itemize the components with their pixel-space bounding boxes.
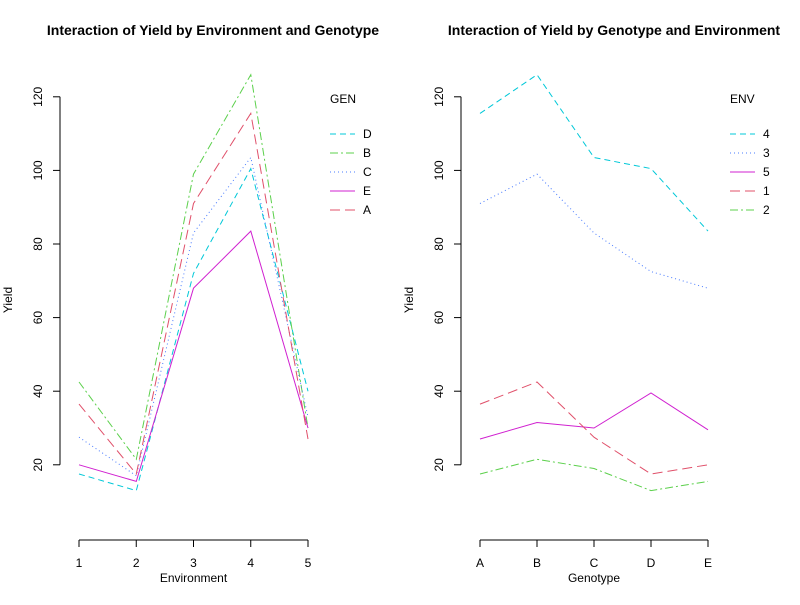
x-tick-label: C — [590, 556, 599, 570]
x-tick-label: 5 — [305, 556, 312, 570]
legend-label-2: 2 — [763, 203, 770, 217]
legend-label-C: C — [363, 165, 372, 179]
x-tick-label: 4 — [247, 556, 254, 570]
x-tick-label: D — [647, 556, 656, 570]
x-tick-label: E — [704, 556, 712, 570]
legend-label-A: A — [363, 203, 371, 217]
x-tick-label: 2 — [133, 556, 140, 570]
y-tick-label: 80 — [432, 237, 446, 251]
y-tick-label: 60 — [432, 311, 446, 325]
legend-label-D: D — [363, 127, 372, 141]
chart-title: Interaction of Yield by Genotype and Env… — [448, 22, 780, 38]
chart-panel-2: Interaction of Yield by Genotype and Env… — [402, 22, 780, 585]
x-axis-label: Environment — [160, 571, 228, 585]
legend-title: GEN — [330, 92, 356, 106]
x-tick-label: B — [533, 556, 541, 570]
y-axis-label: Yield — [402, 287, 416, 313]
series-line-B — [78, 73, 309, 461]
y-tick-label: 60 — [31, 311, 45, 325]
series-line-3 — [479, 173, 709, 289]
legend-label-B: B — [363, 146, 371, 160]
chart-panel-1: Interaction of Yield by Environment and … — [1, 22, 379, 585]
legend-label-4: 4 — [763, 127, 770, 141]
x-axis-label: Genotype — [568, 571, 620, 585]
x-tick-label: 3 — [190, 556, 197, 570]
x-tick-label: 1 — [76, 556, 83, 570]
y-tick-label: 20 — [432, 458, 446, 472]
x-tick-label: A — [476, 556, 484, 570]
y-axis-label: Yield — [1, 287, 15, 313]
legend: ENV 4 3 5 1 2 — [730, 92, 770, 217]
series-line-5 — [479, 392, 709, 440]
y-tick-label: 20 — [31, 458, 45, 472]
series-line-E — [78, 230, 309, 483]
legend-label-1: 1 — [763, 184, 770, 198]
y-tick-label: 40 — [432, 384, 446, 398]
y-tick-label: 120 — [432, 86, 446, 106]
y-tick-label: 80 — [31, 237, 45, 251]
y-tick-label: 100 — [31, 160, 45, 180]
series-line-2 — [479, 458, 709, 492]
series-line-1 — [479, 381, 709, 475]
series-line-A — [78, 112, 309, 476]
chart-title: Interaction of Yield by Environment and … — [47, 22, 379, 38]
legend-label-5: 5 — [763, 165, 770, 179]
y-tick-label: 40 — [31, 384, 45, 398]
legend-title: ENV — [730, 92, 755, 106]
y-tick-label: 100 — [432, 160, 446, 180]
y-tick-label: 120 — [31, 86, 45, 106]
legend-label-E: E — [363, 184, 371, 198]
legend-label-3: 3 — [763, 146, 770, 160]
series-line-4 — [479, 74, 709, 232]
